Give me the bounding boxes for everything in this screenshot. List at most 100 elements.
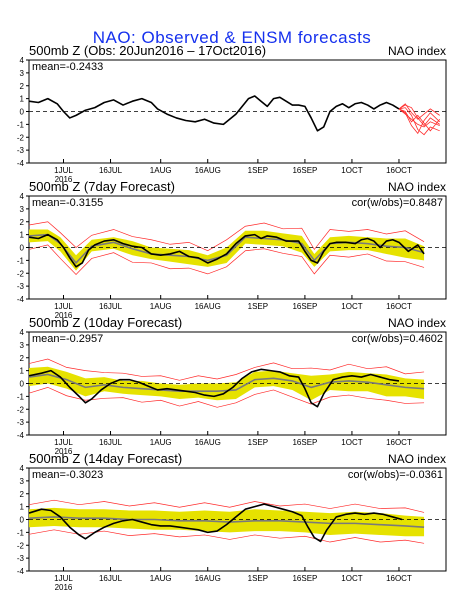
mean-label: mean=-0.2957 (32, 333, 103, 345)
ensemble-member-line (398, 108, 441, 135)
x-tick-label: 16AUG (195, 574, 221, 583)
y-tick-label: -3 (17, 282, 25, 291)
y-tick-label: 0 (20, 244, 25, 253)
observed-line (28, 368, 400, 408)
x-tick-label: 16OCT (386, 302, 412, 311)
panel-index-label: NAO index (388, 44, 446, 58)
correlation-label: cor(w/obs)=0.4602 (352, 333, 443, 345)
y-tick-label: -1 (17, 120, 25, 129)
y-tick-label: 3 (20, 205, 25, 214)
x-tick-label: 1SEP (248, 438, 268, 447)
x-tick-label: 1OCT (341, 438, 362, 447)
y-tick-label: -2 (17, 541, 25, 550)
y-tick-label: 1 (20, 95, 25, 104)
y-tick-label: 0 (20, 516, 25, 525)
x-tick-label: 16OCT (386, 438, 412, 447)
year-label: 2016 (55, 583, 73, 592)
correlation-label: cor(w/obs)=-0.0361 (348, 469, 443, 481)
x-tick-label: 1OCT (341, 166, 362, 175)
x-tick-label: 16JUL (99, 302, 123, 311)
y-tick-label: 3 (20, 69, 25, 78)
y-tick-label: 4 (20, 464, 25, 473)
x-tick-label: 1SEP (248, 302, 268, 311)
x-tick-label: 1AUG (150, 438, 172, 447)
y-tick-label: -4 (17, 295, 25, 304)
ensemble-envelope-line (28, 221, 425, 252)
ensemble-member-line (398, 107, 440, 136)
panel-index-label: NAO index (388, 180, 446, 194)
observed-line (28, 95, 400, 132)
x-tick-label: 16AUG (195, 438, 221, 447)
y-tick-label: -3 (17, 418, 25, 427)
x-tick-label: 1JUL (54, 438, 73, 447)
panel-title: 500mb Z (10day Forecast) (29, 315, 182, 330)
y-tick-label: 4 (20, 192, 25, 201)
y-tick-label: 0 (20, 380, 25, 389)
y-tick-label: 1 (20, 367, 25, 376)
ensemble-envelope-line (28, 386, 425, 408)
year-label: 2016 (55, 447, 73, 456)
x-tick-label: 16JUL (99, 438, 123, 447)
nao-panel-4: 500mb Z (14day Forecast) NAO index 4 3 2 1 0 -1… (17, 451, 447, 592)
nao-panel-3: 500mb Z (10day Forecast) NAO index 4 3 2 1 0 -1… (17, 315, 447, 456)
year-label: 2016 (55, 175, 73, 184)
x-tick-label: 1SEP (248, 574, 268, 583)
x-tick-label: 1AUG (150, 166, 172, 175)
year-label: 2016 (55, 311, 73, 320)
y-tick-label: -4 (17, 567, 25, 576)
x-tick-label: 16AUG (195, 302, 221, 311)
x-tick-label: 1AUG (150, 302, 172, 311)
x-tick-label: 16JUL (99, 574, 123, 583)
x-tick-label: 1SEP (248, 166, 268, 175)
x-tick-label: 1JUL (54, 302, 73, 311)
panel-title: 500mb Z (14day Forecast) (29, 451, 182, 466)
nao-panel-2: 500mb Z (7day Forecast) NAO index 4 3 2 1 0 -1 -… (17, 179, 447, 320)
ensemble-envelope-line (28, 244, 425, 276)
y-tick-label: 3 (20, 341, 25, 350)
ensemble-mean-line (28, 373, 425, 393)
y-tick-label: -2 (17, 269, 25, 278)
panel-title: 500mb Z (7day Forecast) (29, 179, 175, 194)
x-tick-label: 16JUL (99, 166, 123, 175)
x-tick-label: 16SEP (292, 438, 317, 447)
ensemble-member-line (398, 108, 440, 128)
y-tick-label: -1 (17, 528, 25, 537)
ensemble-envelope-line (28, 499, 425, 513)
x-tick-label: 16AUG (195, 166, 221, 175)
observed-line (28, 233, 425, 268)
x-tick-label: 16SEP (292, 166, 317, 175)
ensemble-member-line (398, 104, 440, 127)
panel-index-label: NAO index (388, 452, 446, 466)
y-tick-label: -3 (17, 146, 25, 155)
mean-label: mean=-0.3023 (32, 469, 103, 481)
y-tick-label: -4 (17, 431, 25, 440)
y-tick-label: 2 (20, 82, 25, 91)
observed-line (28, 503, 403, 543)
y-tick-label: -3 (17, 554, 25, 563)
x-tick-label: 1JUL (54, 574, 73, 583)
x-tick-label: 16OCT (386, 574, 412, 583)
x-tick-label: 16OCT (386, 166, 412, 175)
y-tick-label: 2 (20, 218, 25, 227)
y-tick-label: 0 (20, 108, 25, 117)
x-tick-label: 1AUG (150, 574, 172, 583)
mean-label: mean=-0.3155 (32, 197, 103, 209)
page-title: NAO: Observed & ENSM forecasts (92, 28, 372, 47)
x-tick-label: 16SEP (292, 574, 317, 583)
y-tick-label: -2 (17, 133, 25, 142)
y-tick-label: 2 (20, 354, 25, 363)
y-tick-label: 1 (20, 231, 25, 240)
correlation-label: cor(w/obs)=0.8487 (352, 197, 443, 209)
y-tick-label: 4 (20, 328, 25, 337)
panel-index-label: NAO index (388, 316, 446, 330)
x-tick-label: 16SEP (292, 302, 317, 311)
y-tick-label: 4 (20, 56, 25, 65)
panel-title: 500mb Z (Obs: 20Jun2016 – 17Oct2016) (29, 43, 266, 58)
x-tick-label: 1JUL (54, 166, 73, 175)
x-tick-label: 1OCT (341, 574, 362, 583)
ensemble-member-line (398, 103, 440, 120)
ensemble-member-line (398, 108, 441, 132)
y-tick-label: 3 (20, 477, 25, 486)
